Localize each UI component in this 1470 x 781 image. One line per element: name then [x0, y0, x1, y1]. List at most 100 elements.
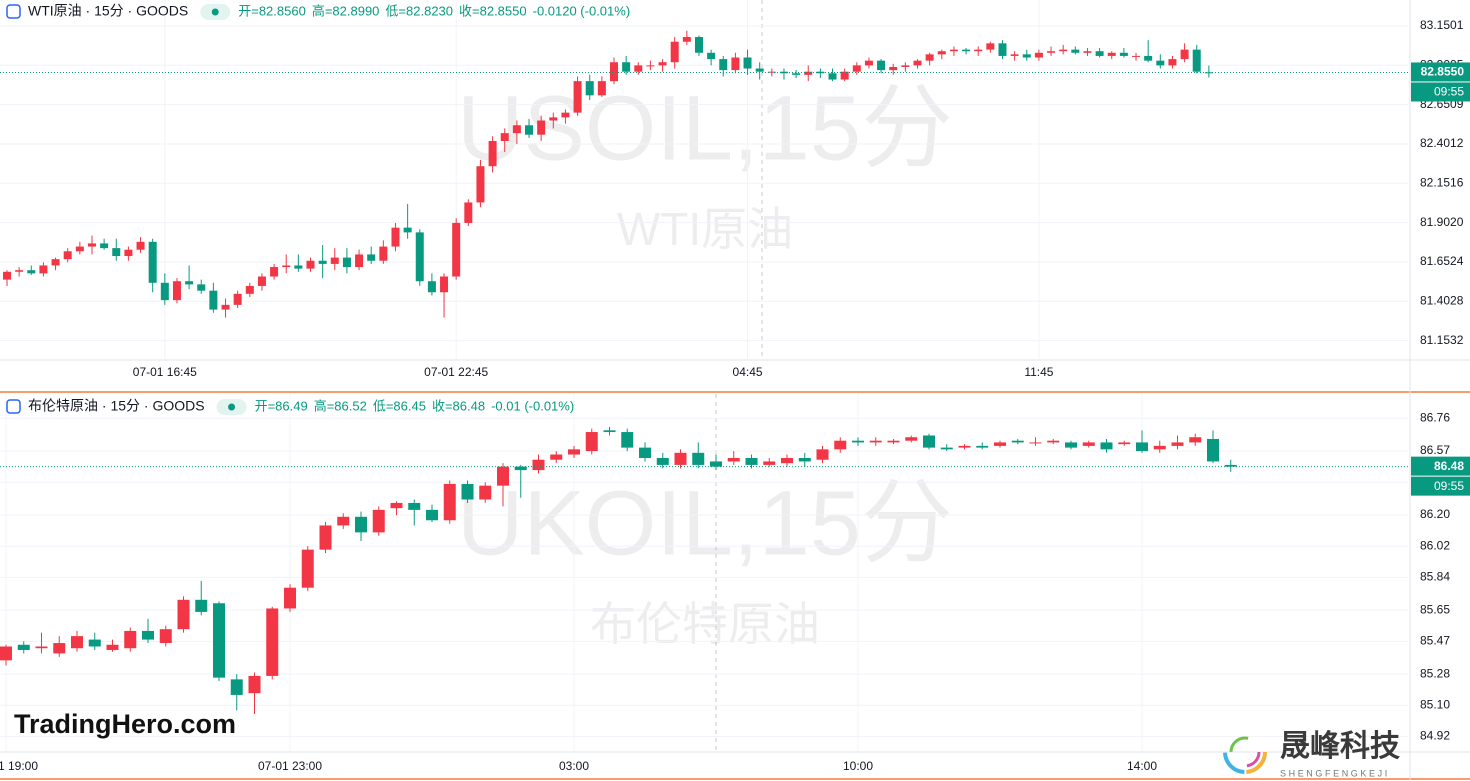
ohlc-label: 高=82.8990 [312, 3, 380, 18]
x-tick-label: 03:00 [559, 759, 589, 773]
candle-body [1034, 52, 1043, 58]
candle-body [1022, 54, 1031, 58]
candle-body [1168, 59, 1177, 66]
y-tick-label: 86.76 [1420, 410, 1450, 424]
candle-body [525, 125, 534, 135]
candle-body [585, 81, 594, 96]
candle-body [639, 447, 651, 458]
candle-body [1011, 440, 1024, 443]
candle-body [53, 643, 66, 654]
candle-body [550, 454, 563, 460]
candle-body [1119, 52, 1128, 56]
candle-body [1153, 445, 1166, 450]
price-tag [1411, 456, 1470, 476]
y-tick-label: 86.02 [1420, 538, 1450, 552]
symbol-icon [6, 4, 21, 19]
x-tick-label: 04:45 [733, 365, 763, 379]
change-label: -0.01 (-0.01%) [491, 398, 574, 413]
candle-body [301, 549, 314, 588]
ohlc-label: 收=82.8550 [459, 3, 527, 18]
candle-body [427, 281, 436, 293]
candle-body [958, 445, 971, 448]
candle-body [17, 644, 30, 650]
candle-body [804, 71, 813, 75]
candle-body [940, 447, 953, 450]
candle-body [209, 290, 218, 310]
time-tag [1411, 476, 1470, 496]
candle-body [488, 141, 497, 167]
candle-body [230, 679, 243, 695]
candle-body [603, 430, 616, 433]
candle-body [51, 259, 60, 266]
candle-body [792, 73, 801, 75]
symbol-title: WTI原油 · 15分 · GOODS [28, 3, 188, 19]
candle-body [221, 304, 230, 310]
candle-body [834, 440, 847, 450]
y-tick-label: 81.1532 [1420, 333, 1464, 347]
candle-body [342, 257, 351, 268]
candle-body [497, 466, 509, 486]
candle-body [213, 603, 225, 678]
candle-body [266, 608, 279, 676]
y-tick-label: 85.65 [1420, 602, 1450, 616]
y-tick-label: 82.1516 [1420, 175, 1464, 189]
candle-body [537, 120, 546, 135]
candle-body [39, 265, 48, 274]
candle-body [390, 502, 403, 509]
candle-body [1189, 437, 1202, 443]
candle-body [755, 68, 764, 72]
candle-body [282, 265, 291, 268]
candle-body [452, 222, 461, 277]
candle-body [318, 260, 327, 264]
candle-body [245, 285, 254, 294]
candle-body [440, 276, 449, 293]
candle-body [160, 282, 169, 301]
y-tick-label: 83.1501 [1420, 18, 1464, 32]
candle-body [408, 502, 421, 510]
y-tick-label: 81.4028 [1420, 293, 1464, 307]
price-tag [1411, 62, 1470, 82]
candle-body [87, 243, 96, 247]
candle-body [816, 71, 825, 74]
candle-body [869, 440, 882, 443]
candle-body [270, 267, 279, 277]
candle-body [1132, 55, 1141, 57]
candle-body [610, 62, 618, 82]
candle-body [306, 260, 315, 269]
candle-body [403, 227, 412, 233]
candle-body [745, 457, 758, 465]
candle-body [63, 251, 72, 260]
candle-body [195, 599, 208, 612]
x-tick-label: 14:00 [1127, 759, 1157, 773]
candle-body [0, 646, 12, 661]
candle-body [185, 281, 194, 285]
candle-body [75, 246, 84, 252]
time-tag-label: 09:55 [1434, 85, 1464, 99]
time-tag [1411, 82, 1470, 102]
brand-icon [1223, 730, 1267, 774]
candle-body [35, 646, 48, 649]
candle-body [986, 43, 995, 50]
candle-body [124, 630, 137, 649]
candle-body [1047, 51, 1056, 53]
candle-body [177, 599, 190, 630]
brand-name: 晟峰科技 [1280, 730, 1400, 763]
ohlc-label: 收=86.48 [432, 398, 485, 413]
x-tick-label: 07-01 19:00 [0, 759, 38, 773]
candle-body [743, 57, 752, 69]
symbol-title: 布伦特原油 · 15分 · GOODS [28, 398, 205, 414]
candle-body [106, 644, 119, 650]
status-dot [211, 8, 219, 16]
brand-subtitle: SHENGFENGKEJI [1280, 768, 1390, 778]
candle-body [646, 65, 655, 67]
candle-body [710, 461, 722, 467]
candle-body [330, 257, 339, 264]
watermark: UKOIL,15分 [457, 472, 953, 574]
candle-body [658, 62, 667, 66]
candle-body [71, 636, 83, 649]
candle-body [1029, 442, 1042, 444]
y-tick-label: 81.6524 [1420, 254, 1464, 268]
candle-body [1207, 438, 1219, 462]
candle-body [512, 125, 521, 134]
